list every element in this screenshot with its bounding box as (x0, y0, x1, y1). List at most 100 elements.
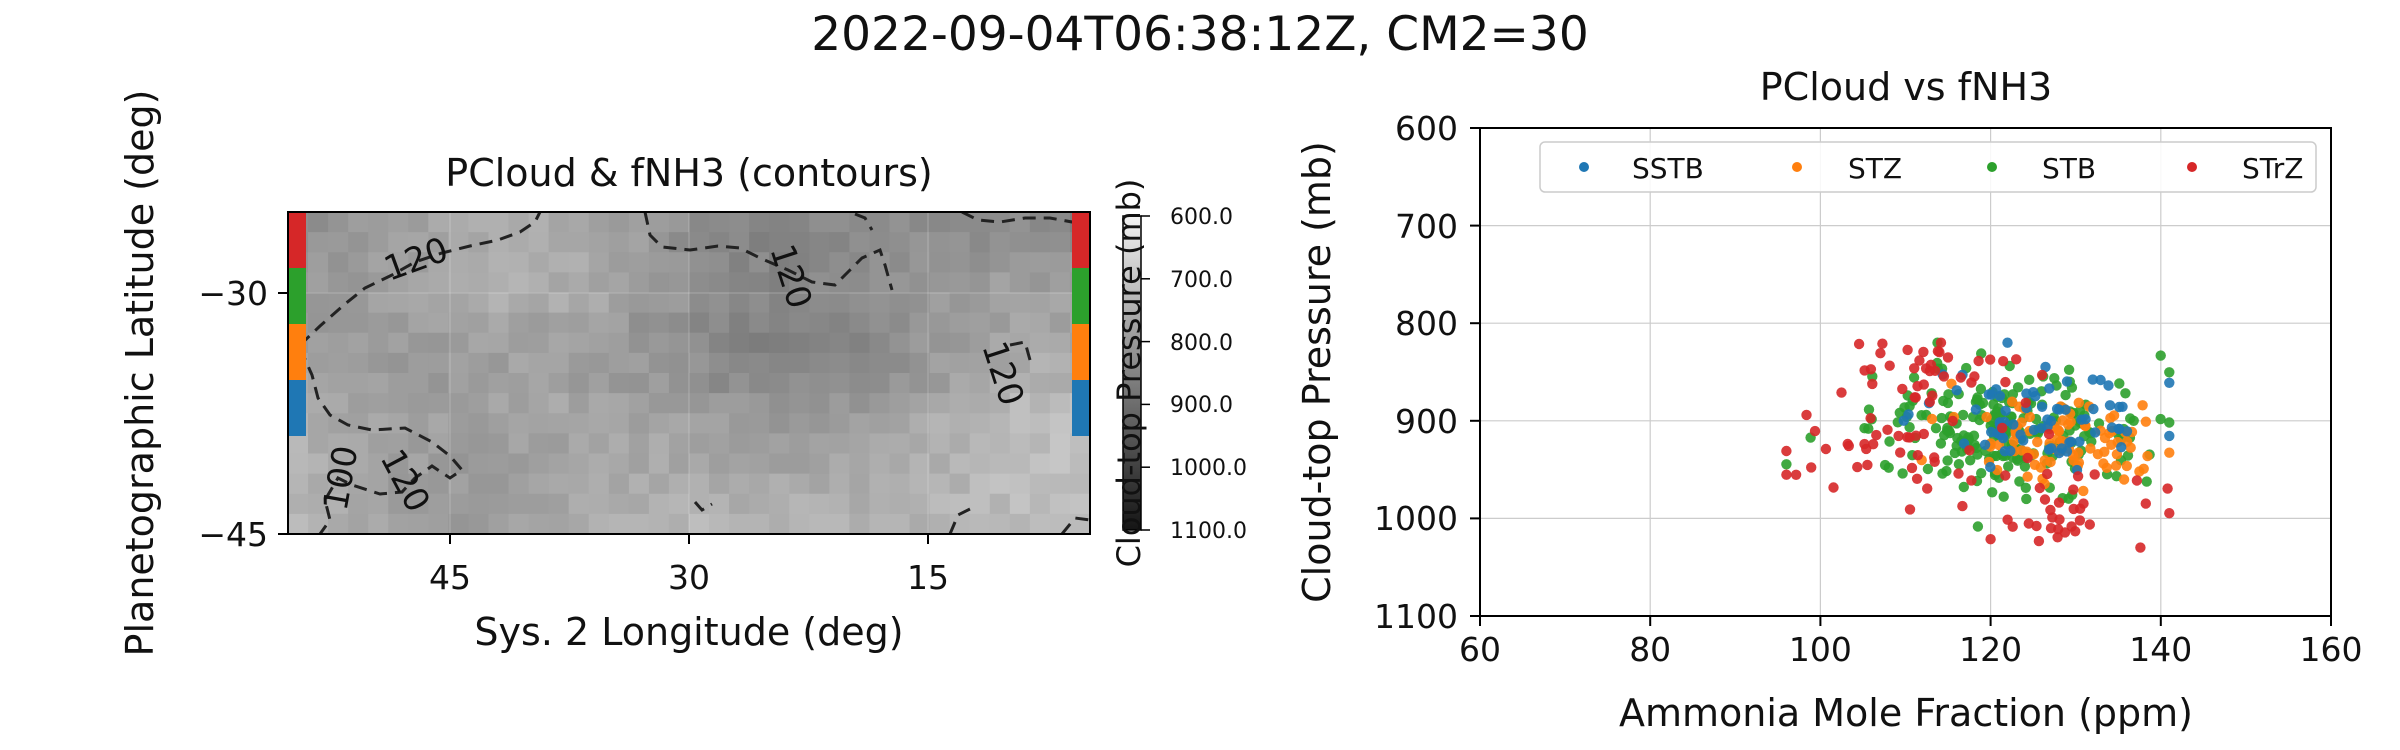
scatter-point-strz (1909, 363, 1920, 374)
heatmap-cell (689, 332, 710, 354)
scatter-point-strz (2053, 497, 2065, 508)
heatmap-cell (468, 312, 490, 334)
scatter-point-strz (1918, 346, 1929, 358)
scatter-point-sstb (2002, 337, 2013, 348)
heatmap-cell (929, 292, 951, 314)
x-tick-label: 120 (1959, 630, 2022, 669)
heatmap-cell (528, 352, 550, 374)
scatter-point-stz (2110, 460, 2122, 471)
heatmap-cell (729, 232, 750, 253)
scatter-point-strz (1997, 422, 2008, 434)
heatmap-cell (568, 312, 590, 334)
heatmap-cell (448, 312, 470, 334)
heatmap-cell (508, 252, 530, 273)
scatter-points (1781, 337, 2175, 553)
heatmap-cell (308, 212, 329, 233)
heatmap-cell (468, 473, 490, 495)
heatmap-cell (969, 393, 991, 414)
heatmap-cell (668, 252, 690, 273)
heatmap-cell (608, 292, 630, 314)
scatter-point-strz (2089, 469, 2100, 480)
heatmap-cell (428, 473, 449, 495)
heatmap-cell (468, 433, 490, 455)
heatmap-cell (408, 332, 429, 354)
heatmap-cell (989, 373, 1011, 394)
scatter-point-sstb (2116, 442, 2127, 453)
heatmap-cell (388, 513, 409, 534)
scatter-point-strz (2043, 428, 2055, 440)
heatmap-cell (648, 433, 670, 455)
heatmap-cell (528, 292, 550, 314)
x-tick-label: 160 (2300, 630, 2363, 669)
heatmap-cell (729, 252, 750, 273)
heatmap-cell (969, 473, 991, 495)
scatter-point-strz (1895, 447, 1906, 458)
heatmap-cell (1049, 292, 1071, 314)
heatmap-cell (829, 232, 850, 253)
heatmap-cell (508, 513, 530, 534)
heatmap-cell (709, 453, 730, 475)
heatmap-cell (428, 413, 449, 434)
heatmap-cell (989, 493, 1011, 515)
heatmap-cell (749, 473, 770, 495)
heatmap-cell (628, 513, 650, 534)
heatmap-cell (588, 332, 610, 354)
heatmap-cell (729, 292, 750, 314)
heatmap-cell (889, 232, 911, 253)
scatter-point-stb (2114, 378, 2125, 389)
scatter-point-strz (1862, 459, 1873, 471)
heatmap-cell (729, 352, 750, 374)
heatmap-cell (628, 292, 650, 314)
heatmap-cell (648, 413, 670, 434)
heatmap-cell (628, 473, 650, 495)
heatmap-cell (869, 272, 891, 294)
heatmap-cell (989, 252, 1011, 273)
scatter-point-strz (1852, 461, 1863, 473)
scatter-point-sstb (1986, 389, 1997, 400)
heatmap-cell (949, 212, 971, 233)
heatmap-cell (829, 493, 850, 515)
heatmap-cell (1009, 292, 1031, 314)
scatter-panel: PCloud vs fNH3 SSTB STZ STB STrZ (1295, 65, 2363, 735)
y-tick-label: 900 (1395, 402, 1458, 441)
scatter-point-strz (1985, 534, 1996, 545)
heatmap-cell (729, 413, 750, 434)
heatmap-cell (288, 433, 309, 455)
heatmap-cell (428, 373, 449, 394)
scatter-point-strz (1934, 347, 1945, 358)
heatmap-cell (969, 453, 991, 475)
scatter-point-sstb (2061, 446, 2073, 457)
scatter-point-stb (2014, 476, 2025, 487)
heatmap-cell (488, 212, 510, 233)
heatmap-cell (588, 513, 610, 534)
scatter-point-strz (1868, 439, 1879, 450)
heatmap-cell (328, 332, 349, 354)
heatmap-cell (729, 473, 750, 495)
scatter-point-strz (2034, 482, 2046, 494)
band-marker-sstb (1072, 380, 1089, 436)
heatmap-cell (729, 493, 750, 515)
heatmap-cell (608, 513, 630, 534)
scatter-point-strz (2140, 498, 2151, 509)
heatmap-cell (929, 232, 951, 253)
scatter-point-strz (2074, 515, 2086, 526)
heatmap-cell (568, 252, 590, 273)
scatter-point-strz (2011, 354, 2022, 365)
heatmap-cell (548, 352, 570, 374)
heatmap-cell (488, 493, 510, 515)
heatmap-cell (648, 373, 670, 394)
heatmap-cell (729, 312, 750, 334)
heatmap-y-axis: −30 −45 Planetographic Latitude (deg) (118, 90, 288, 656)
heatmap-cell (448, 373, 470, 394)
heatmap-cell (408, 393, 429, 414)
heatmap-cell (829, 272, 850, 294)
scatter-point-stb (1998, 491, 2009, 502)
heatmap-cell (468, 332, 490, 354)
heatmap-cell (368, 352, 389, 374)
heatmap-cell (689, 212, 710, 233)
heatmap-cell (348, 352, 369, 374)
heatmap-cell (588, 433, 610, 455)
scatter-point-strz (1867, 378, 1878, 390)
heatmap-cell (749, 292, 770, 314)
heatmap-cell (528, 513, 550, 534)
